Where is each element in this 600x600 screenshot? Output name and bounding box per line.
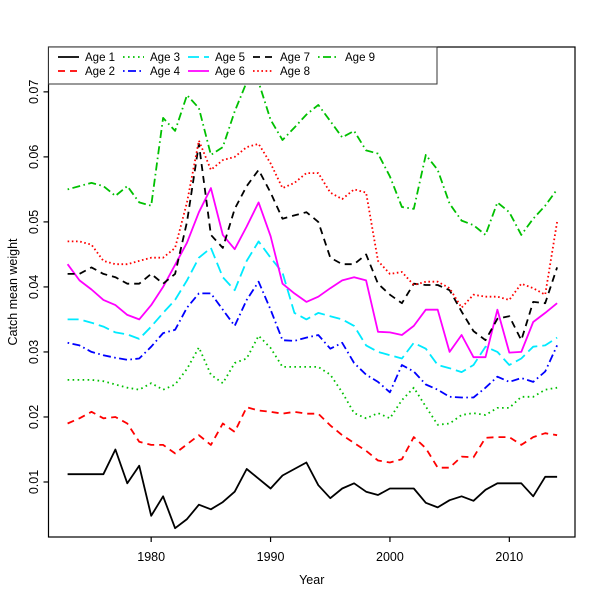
legend-label-age-4: Age 4 xyxy=(150,66,181,78)
y-axis-title: Catch mean weight xyxy=(6,238,20,346)
y-tick-label: 0.05 xyxy=(27,210,41,234)
legend-label-age-5: Age 5 xyxy=(215,52,245,64)
legend-label-age-9: Age 9 xyxy=(345,52,375,64)
series-age-5-line xyxy=(67,240,558,374)
y-tick-label: 0.03 xyxy=(27,340,41,364)
series-age-7-line xyxy=(67,142,558,342)
series-age-9-line xyxy=(67,81,558,236)
x-tick-label: 1990 xyxy=(257,550,285,564)
y-tick-label: 0.06 xyxy=(27,145,41,169)
y-tick-label: 0.01 xyxy=(27,470,41,494)
legend-label-age-7: Age 7 xyxy=(280,52,310,64)
x-tick-label: 2010 xyxy=(495,550,523,564)
series-age-1-line xyxy=(67,448,558,530)
series-age-6-line xyxy=(66,187,558,359)
series-age-3-line xyxy=(67,334,558,426)
legend-label-age-8: Age 8 xyxy=(280,66,310,78)
x-tick-label: 2000 xyxy=(376,550,404,564)
series-age-2-line xyxy=(67,406,558,469)
legend-label-age-2: Age 2 xyxy=(85,66,115,78)
y-tick-label: 0.02 xyxy=(27,405,41,429)
x-axis-title: Year xyxy=(299,573,324,587)
y-tick-label: 0.07 xyxy=(27,80,41,104)
legend-box xyxy=(48,46,438,85)
series-age-4-line xyxy=(67,280,558,399)
legend-label-age-3: Age 3 xyxy=(150,52,180,64)
x-tick-label: 1980 xyxy=(137,550,165,564)
series-age-8-line xyxy=(67,139,558,309)
legend-label-age-6: Age 6 xyxy=(215,66,245,78)
legend-label-age-1: Age 1 xyxy=(85,52,115,64)
y-tick-label: 0.04 xyxy=(27,275,41,299)
plot-area-border xyxy=(47,46,576,538)
